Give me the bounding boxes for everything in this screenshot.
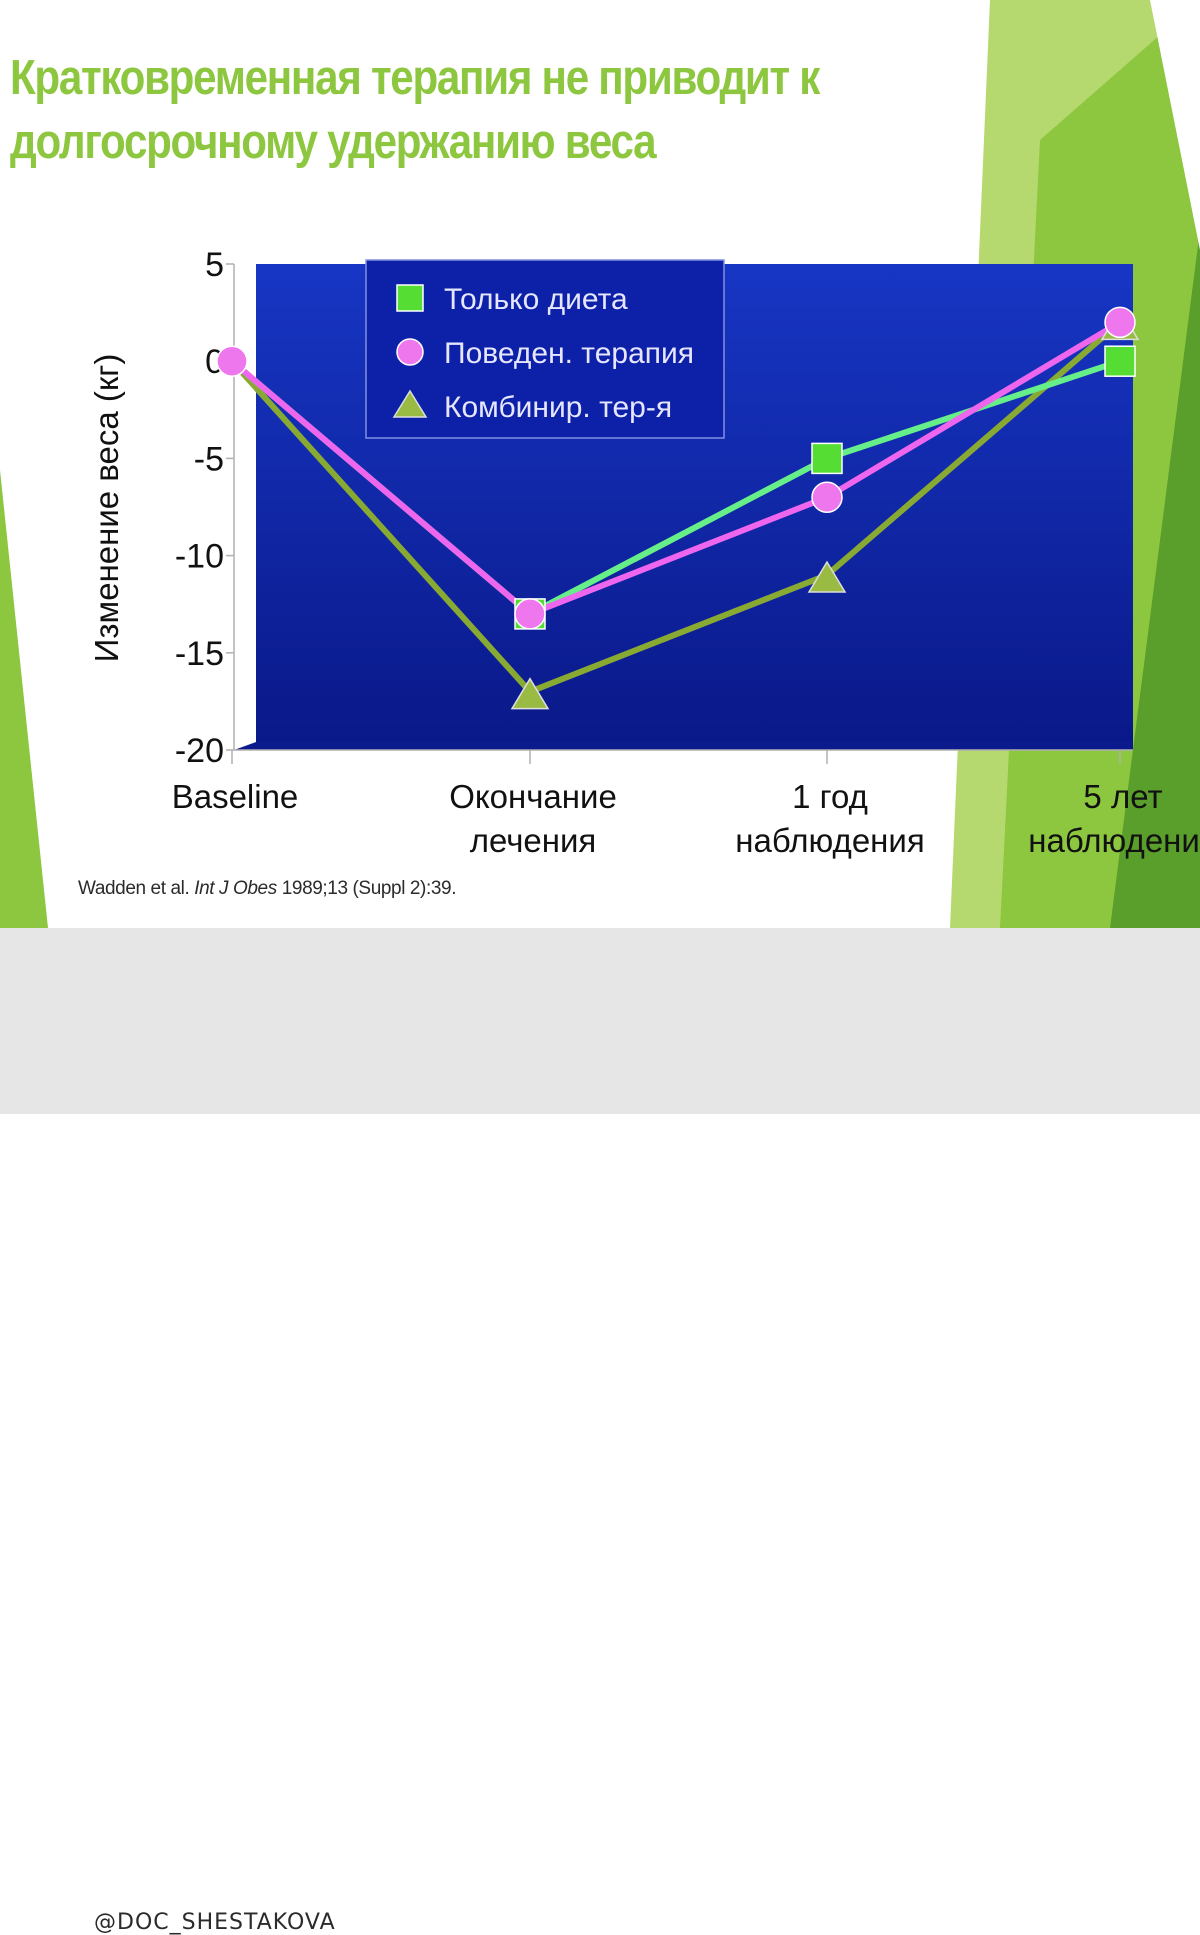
legend-label: Только диета — [444, 283, 628, 316]
citation-authors: Wadden et al. — [78, 878, 190, 899]
series-marker-square — [1104, 345, 1136, 377]
chart-legend: Только диета Поведен. терапия Комбинир. те… — [365, 259, 725, 439]
series-marker-triangle — [807, 560, 847, 593]
right-dark-green-accent — [1110, 230, 1200, 928]
x-tick-label: наблюдения — [1028, 822, 1200, 859]
series-marker-triangle — [392, 389, 428, 418]
y-tick-label: -10 — [175, 538, 224, 576]
y-tick-label: -20 — [175, 732, 224, 770]
plot-floor — [234, 742, 1133, 750]
citation: Wadden et al. Int J Obes 1989;13 (Suppl … — [78, 878, 456, 900]
series-line-2 — [229, 320, 1122, 695]
x-tick-label: 5 лет — [1083, 778, 1162, 815]
legend-box — [365, 259, 725, 439]
x-tick-label: Окончание — [449, 778, 617, 815]
right-white-strip — [1150, 0, 1200, 250]
left-green-accent — [0, 470, 48, 928]
author-handle: @DOC_SHESTAKOVA — [94, 1910, 336, 1935]
citation-journal: Int J Obes — [194, 878, 277, 899]
series-marker-circle — [514, 598, 546, 630]
x-tick-label: наблюдения — [735, 822, 924, 859]
series-marker-circle — [811, 481, 843, 514]
slide-title: Кратковременная терапия не приводит к до… — [10, 46, 999, 174]
x-tick-label: лечения — [470, 822, 597, 859]
x-tick-label: Baseline — [172, 778, 299, 815]
citation-details: 1989;13 (Suppl 2):39. — [281, 878, 457, 899]
y-tick-label: 5 — [205, 246, 224, 284]
y-axis-label: Изменение веса (кг) — [88, 354, 125, 663]
series-marker-triangle — [510, 677, 550, 710]
series-marker-circle — [216, 345, 248, 377]
series-marker-square — [811, 442, 843, 475]
legend-label: Поведен. терапия — [444, 337, 694, 370]
series-marker-circle — [1104, 306, 1136, 339]
title-line-2: долгосрочному удержанию веса — [10, 115, 657, 169]
legend-item: Только диета — [396, 283, 628, 316]
series-marker-circle — [396, 338, 424, 366]
legend-item: Поведен. терапия — [396, 337, 694, 370]
legend-item: Комбинир. тер-я — [392, 389, 672, 424]
legend-label: Комбинир. тер-я — [444, 391, 672, 424]
series-line-1 — [230, 319, 1122, 617]
series-marker-square — [396, 284, 424, 312]
y-tick-label: -5 — [194, 440, 224, 478]
y-tick-label: -15 — [175, 635, 224, 673]
slide: Кратковременная терапия не приводит к до… — [0, 0, 1200, 928]
footer-bar: @DOC_SHESTAKOVA — [0, 928, 1200, 1935]
title-line-1: Кратковременная терапия не приводит к — [10, 51, 820, 105]
x-tick-label: 1 год — [792, 778, 868, 815]
